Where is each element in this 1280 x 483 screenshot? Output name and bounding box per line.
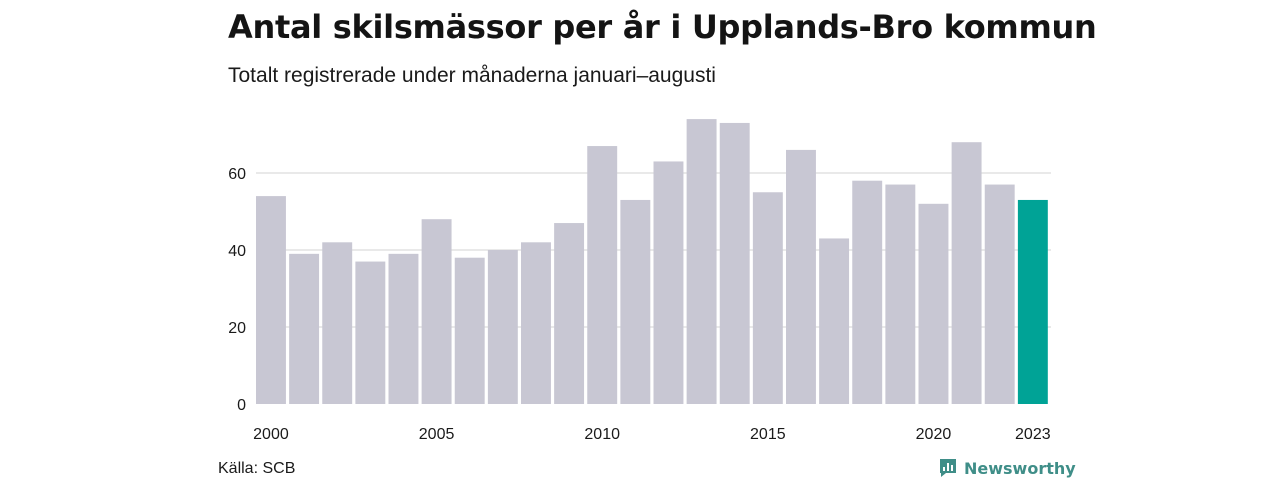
- x-tick-label: 2005: [419, 426, 455, 443]
- source-note: Källa: SCB: [218, 460, 296, 477]
- y-tick-label: 60: [228, 166, 246, 183]
- bar-2017: [819, 238, 850, 404]
- newsworthy-logo-icon: [938, 458, 958, 478]
- bar-2018: [852, 180, 883, 404]
- bar-2002: [322, 242, 353, 404]
- x-axis-tick-labels: 2000 2005 2010 2015 2020 2023: [253, 426, 1051, 443]
- bar-2021: [951, 142, 982, 404]
- chart-subtitle: Totalt registrerade under månaderna janu…: [228, 64, 716, 87]
- bar-2019: [885, 184, 916, 404]
- bar-2005: [421, 219, 452, 404]
- bar-2003: [355, 261, 386, 404]
- bar-2015: [752, 192, 783, 404]
- x-tick-label: 2010: [584, 426, 620, 443]
- bar-2013: [686, 119, 717, 404]
- bar-2000: [256, 196, 286, 404]
- bar-2008: [521, 242, 551, 404]
- y-axis-tick-labels: 0 20 40 60: [228, 166, 246, 414]
- x-tick-label: 2020: [916, 426, 952, 443]
- bar-2007: [487, 250, 518, 404]
- bar-2010: [587, 146, 618, 405]
- bar-2009: [554, 223, 585, 404]
- bar-2004: [388, 253, 419, 404]
- brand-name: Newsworthy: [964, 458, 1076, 478]
- x-tick-label: 2015: [750, 426, 786, 443]
- bars: [256, 119, 1048, 405]
- bar-2022: [984, 184, 1015, 404]
- x-tick-label: 2023: [1015, 426, 1051, 443]
- y-tick-label: 40: [228, 243, 246, 260]
- brand-logo: Newsworthy: [938, 456, 1076, 480]
- bar-2006: [454, 257, 485, 404]
- bar-2016: [786, 149, 816, 404]
- bar-2014: [719, 122, 750, 404]
- y-tick-label: 0: [237, 397, 246, 414]
- chart-title: Antal skilsmässor per år i Upplands-Bro …: [228, 8, 1097, 46]
- bar-2001: [289, 253, 320, 404]
- x-tick-label: 2000: [253, 426, 289, 443]
- bar-2020: [918, 203, 949, 404]
- bar-2012: [653, 161, 684, 404]
- y-tick-label: 20: [228, 320, 246, 337]
- bar-2023: [1017, 199, 1048, 404]
- bar-2011: [620, 199, 651, 404]
